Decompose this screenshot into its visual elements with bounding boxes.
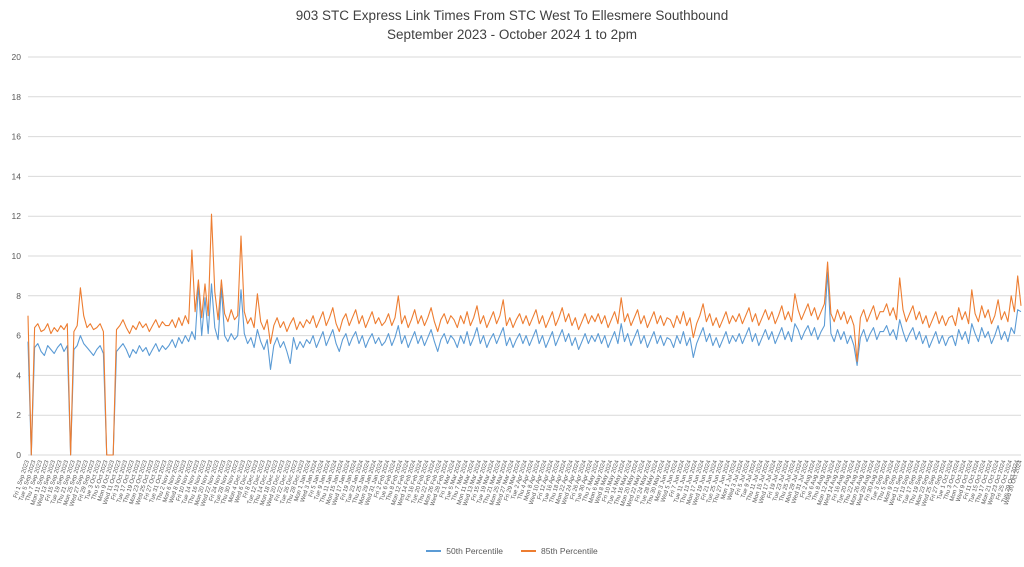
svg-text:2: 2: [16, 410, 21, 420]
svg-text:18: 18: [12, 92, 22, 102]
legend-item-50th-percentile: 50th Percentile: [426, 546, 503, 556]
legend-label-85th-percentile: 85th Percentile: [541, 546, 598, 556]
legend-swatch-85th-percentile: [521, 550, 536, 552]
legend-item-85th-percentile: 85th Percentile: [521, 546, 598, 556]
gridlines: [28, 56, 1021, 456]
svg-text:4: 4: [16, 370, 21, 380]
chart-title-line2: September 2023 - October 2024 1 to 2pm: [387, 27, 637, 42]
chart-title-line1: 903 STC Express Link Times From STC West…: [295, 8, 729, 23]
legend-label-50th-percentile: 50th Percentile: [446, 546, 503, 556]
series-line-50th-percentile: [27, 271, 1022, 456]
svg-text:8: 8: [16, 291, 21, 301]
legend-swatch-50th-percentile: [426, 550, 442, 552]
svg-text:20: 20: [12, 52, 22, 62]
svg-text:14: 14: [12, 171, 22, 181]
svg-text:10: 10: [12, 251, 22, 261]
svg-text:16: 16: [12, 132, 22, 142]
series-line-85th-percentile: [27, 213, 1022, 456]
svg-text:6: 6: [16, 331, 21, 341]
svg-text:0: 0: [16, 450, 21, 460]
legend: 50th Percentile 85th Percentile: [0, 546, 1024, 556]
y-axis-labels: 0 2 4 6 8 10 12 14 16 18 20: [12, 52, 22, 460]
chart-title: 903 STC Express Link Times From STC West…: [0, 6, 1024, 44]
svg-text:12: 12: [12, 211, 22, 221]
